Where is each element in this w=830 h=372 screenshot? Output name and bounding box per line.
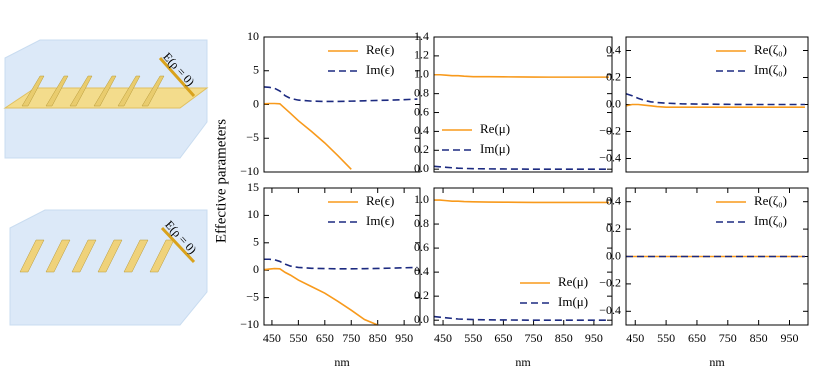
series-line [625,103,805,108]
x-tick-label: 650 [316,331,334,345]
series-line [264,258,418,270]
legend-label: Re(ϵ) [366,193,394,208]
x-tick-label: 650 [688,331,706,345]
x-tick-label: 950 [395,331,413,345]
x-tick-label: 850 [750,331,768,345]
y-tick-label: −0.2 [599,276,621,290]
illustration-bottom: E(ρ = 0) [9,209,208,326]
plot-frame [263,36,421,173]
y-tick-label: 1.0 [414,192,429,206]
y-tick-label: 0.0 [606,96,621,110]
y-tick-label: 1.0 [414,67,429,81]
y-tick-label: −0.4 [599,150,621,164]
y-tick-label: 1.2 [414,48,429,62]
y-tick-label: 0.0 [414,312,429,326]
y-tick-label: −0.2 [599,123,621,137]
x-tick-label: 950 [585,331,603,345]
legend-label: Re(ϵ) [366,42,394,57]
series-line [434,73,609,78]
series-line [263,267,378,326]
legend-label: Im(ϵ) [366,213,394,228]
x-tick-label: 850 [369,331,387,345]
y-tick-label: 0.8 [414,85,429,99]
grating-strips [21,75,165,107]
legend-label: Re(μ) [558,274,588,289]
series-line [433,315,609,321]
y-tick-label: 0.2 [414,142,429,156]
y-tick-label: 10 [247,29,259,43]
grating-strips [19,239,175,273]
y-tick-label: 0 [253,96,259,110]
legend-label: Re(ζ₀) [754,193,787,208]
plot-frame [625,36,809,173]
y-tick-label: 0.2 [606,221,621,235]
legend-label: Im(ζ₀) [754,213,787,228]
x-tick-label: 750 [719,331,737,345]
y-tick-label: −10 [240,164,259,178]
y-tick-label: 5 [253,235,259,249]
y-tick-label: 0.4 [606,42,621,56]
y-tick-label: 0.4 [414,123,429,137]
y-tick-label: 10 [247,207,259,221]
series-line [263,86,418,103]
legend-label: Re(μ) [480,121,510,136]
y-tick-label: 0.6 [414,240,429,254]
plot-frame [433,187,613,326]
y-tick-label: 0.2 [606,69,621,83]
y-tick-label: −5 [246,130,259,144]
x-tick-label: 750 [525,331,543,345]
x-tick-label: 550 [464,331,482,345]
x-tick-label: 550 [657,331,675,345]
plot-frame [625,187,809,326]
x-tick-label: 850 [555,331,573,345]
legend-label: Im(μ) [480,141,510,156]
y-tick-label: 15 [247,180,259,194]
x-tick-label: 450 [263,331,281,345]
x-tick-label: 550 [289,331,307,345]
x-tick-label: 950 [780,331,798,345]
y-tick-label: −10 [240,317,259,331]
y-tick-label: 0.6 [414,104,429,118]
legend-label: Im(ζ₀) [754,62,787,77]
x-axis-label: nm [334,355,350,369]
y-tick-label: 1.4 [414,29,429,43]
x-tick-label: 750 [342,331,360,345]
y-tick-label: 5 [253,63,259,77]
x-tick-label: 650 [494,331,512,345]
series-line [263,102,352,170]
y-tick-label: 0.8 [414,216,429,230]
y-tick-label: −0.4 [599,303,621,317]
legend-label: Im(ϵ) [366,62,394,77]
y-tick-label: 0.4 [606,193,621,207]
y-tick-label: 0.2 [414,288,429,302]
field-arrow [160,226,196,264]
plot-frame [433,36,613,173]
x-axis-label: nm [709,355,725,369]
series-line [434,199,609,204]
y-tick-label: 0.0 [606,248,621,262]
illustration-top: E(ρ = 0) [3,39,209,159]
x-tick-label: 450 [434,331,452,345]
x-axis-label: nm [515,355,531,369]
x-tick-label: 450 [626,331,644,345]
plot-frame [263,187,421,326]
legend-label: Im(μ) [558,294,588,309]
y-tick-label: −5 [246,289,259,303]
series-line [625,92,805,106]
y-tick-label: 0.4 [414,264,429,278]
y-tick-label: 0.0 [414,161,429,175]
y-tick-label: 0 [253,262,259,276]
legend-label: Re(ζ₀) [754,42,787,57]
series-line [433,165,609,170]
field-arrow [158,56,196,98]
y-axis-label: Effective parameters [213,119,229,243]
